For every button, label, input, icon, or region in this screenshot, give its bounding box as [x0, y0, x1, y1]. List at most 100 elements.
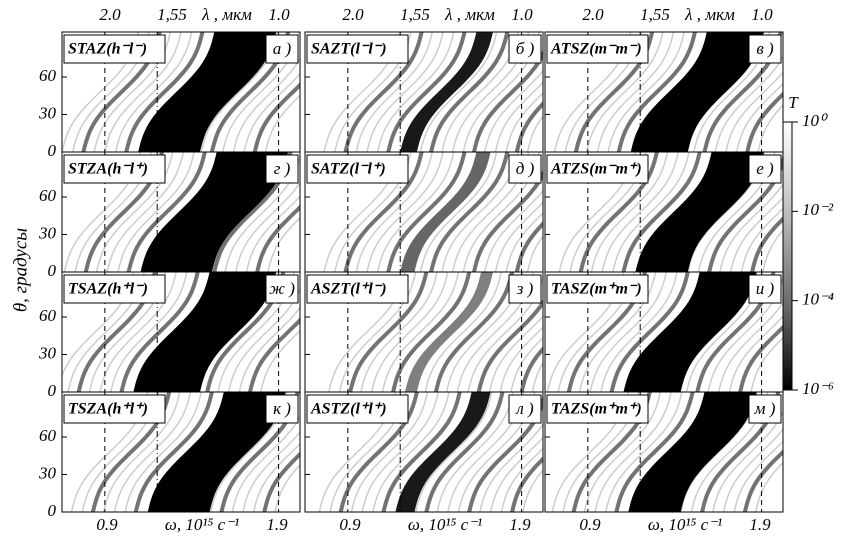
y-tick-label: 0 [48, 501, 57, 520]
fringe [102, 392, 181, 512]
fringe [514, 220, 543, 272]
bottom-axis-label: ω, 10¹⁵ c⁻¹ [408, 515, 482, 534]
bottom-tick-label: 1.9 [749, 515, 771, 534]
fringe [274, 463, 300, 512]
panel-label: TSAZ(h⁺l⁻) [68, 281, 148, 298]
fringe [124, 392, 202, 512]
panel: TASZ(m⁺m⁻) и ) [544, 271, 784, 393]
panel-label: TSZA(h⁺l⁺) [68, 401, 148, 418]
band [138, 32, 277, 152]
panel-label: ATSZ(m⁻m⁻) [550, 41, 642, 58]
fringe [119, 272, 200, 392]
fringe [419, 152, 498, 272]
label-box [63, 34, 166, 64]
fringe [424, 392, 505, 512]
colorbar-label: 10⁻² [802, 200, 834, 219]
panel: 0 30 60 STZA(h⁻l⁺) г ) [38, 151, 301, 280]
fringe [505, 212, 543, 272]
fringe [600, 272, 678, 392]
fringe [762, 229, 783, 272]
label-box [546, 154, 649, 184]
letter-box [508, 154, 542, 184]
letter-box [508, 394, 542, 424]
top-tick-label: 2.0 [582, 5, 604, 24]
panel: ATZS(m⁻m⁺) е ) [544, 151, 784, 273]
fringe [267, 216, 300, 272]
panel: 0 30 60 TSAZ(h⁺l⁻) ж ) [38, 271, 301, 400]
fringe [117, 152, 195, 272]
fringe [370, 272, 449, 392]
fringe [483, 69, 543, 152]
fringe [424, 272, 503, 392]
fringe [255, 204, 300, 272]
fringe [366, 152, 444, 272]
fringe [745, 91, 783, 152]
fringe [607, 32, 685, 152]
map [62, 272, 300, 392]
fringe [343, 32, 424, 152]
panel-letter: б ) [516, 39, 535, 58]
panel-label: SATZ(l⁻l⁺) [311, 161, 386, 178]
letter-box [265, 394, 299, 424]
map [62, 152, 300, 272]
panel: 0 30 60 TSZA(h⁺l⁺) к ) [38, 391, 301, 520]
panel: TAZS(m⁺m⁺) м ) [544, 391, 784, 513]
fringe [604, 392, 683, 512]
fringe [376, 152, 455, 272]
fringe [386, 32, 467, 152]
fringe [106, 152, 185, 272]
top-tick-label: 1.0 [751, 5, 773, 24]
fringe [360, 272, 438, 392]
fringe [99, 272, 177, 392]
panel-frame [544, 391, 784, 513]
fringe [227, 286, 300, 392]
band [628, 392, 757, 512]
label-box [63, 274, 166, 304]
fringe [355, 32, 434, 152]
y-tick-label: 60 [39, 186, 57, 205]
fringe [104, 32, 182, 152]
label-box [546, 394, 649, 424]
fringe [376, 32, 455, 152]
colorbar-title: T [788, 93, 799, 112]
top-tick-label: 1.0 [511, 5, 533, 24]
fringe [488, 315, 543, 392]
letter-box [748, 274, 782, 304]
fringe [338, 272, 417, 392]
top-tick-label: 1.0 [268, 5, 290, 24]
band [140, 152, 289, 272]
panel-label: ASZT(l⁺l⁻) [310, 281, 387, 298]
colorbar-label: 10⁻⁶ [802, 379, 834, 398]
panel-frame [61, 391, 301, 513]
top-tick-label: 2.0 [342, 5, 364, 24]
fringe [494, 201, 543, 272]
fringe [531, 361, 543, 392]
fringe [252, 82, 300, 152]
band [400, 32, 493, 152]
fringe [429, 32, 510, 152]
top-tick-label: 1,55 [640, 5, 670, 24]
panel: ASTZ(l⁺l⁺) л ) [304, 391, 544, 513]
panel-letter: д ) [516, 159, 535, 178]
fringe [719, 183, 783, 272]
band [395, 392, 491, 512]
panel-label: STAZ(h⁻l⁻) [68, 41, 147, 58]
y-axis-label: θ, градусы [10, 228, 31, 312]
fringe [381, 392, 462, 512]
label-box [306, 274, 409, 304]
fringe [126, 152, 207, 272]
fringe [114, 32, 193, 152]
fringe [590, 152, 669, 272]
fringe [476, 298, 543, 392]
fringe [110, 272, 188, 392]
panel: ASZT(l⁺l⁻) з ) [304, 271, 544, 393]
bottom-axis-label: ω, 10¹⁵ c⁻¹ [648, 515, 722, 534]
fringe [510, 336, 543, 392]
fringe [386, 152, 467, 272]
fringe [500, 447, 543, 512]
label-box [546, 34, 649, 64]
fringe [381, 272, 460, 392]
bottom-tick-label: 1.9 [509, 515, 531, 534]
fringe [350, 392, 429, 512]
colorbar [782, 121, 793, 391]
